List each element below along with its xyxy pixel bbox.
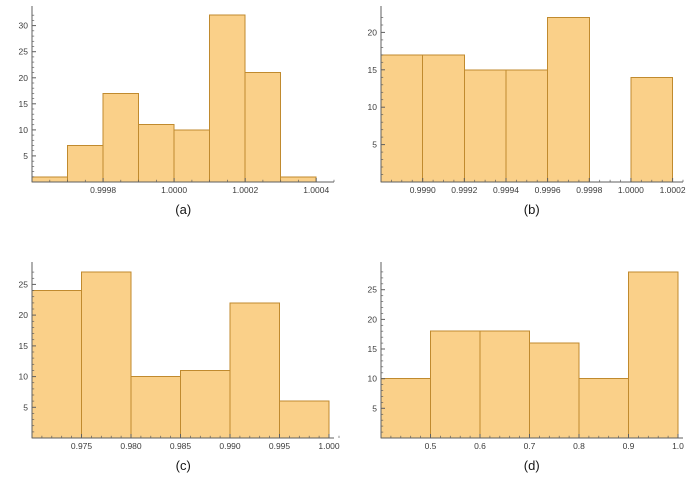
y-tick-label: 20	[19, 310, 29, 320]
histogram-bar	[130, 376, 182, 439]
x-tick-label: 0.9	[622, 441, 634, 451]
histogram-bar	[173, 129, 211, 183]
x-tick-label: 0.995	[269, 441, 291, 451]
histogram-bar	[279, 400, 330, 439]
x-tick-label: 0.9996	[534, 185, 560, 195]
x-tick-label: 0.8	[573, 441, 585, 451]
panel-c: 0.975 0.980 0.985 0.990 0.995 1.000 5 10 15 20 25 …	[2, 258, 347, 484]
histogram-b: 0.9990 0.9992 0.9994 0.9996 0.9998 1.0000 1.00…	[367, 6, 686, 195]
histogram-bar	[81, 271, 132, 439]
x-tick-label: 0.7	[523, 441, 535, 451]
histogram-d: 0.5 0.6 0.7 0.8 0.9 1.0 5 10 15 20 25	[367, 262, 684, 451]
histogram-bar	[209, 14, 246, 183]
x-tick-label: 1.0000	[161, 185, 187, 195]
histogram-bar	[229, 302, 281, 439]
x-tick-label: 0.975	[71, 441, 93, 451]
histogram-bar	[31, 290, 83, 439]
panel-d: 0.5 0.6 0.7 0.8 0.9 1.0 5 10 15 20 25 (d)	[351, 258, 696, 484]
histogram-bar	[463, 69, 507, 183]
histogram-a: 0.9998 1.0000 1.0002 1.0004 5 10 15 20 25 30	[19, 6, 335, 195]
y-tick-label: 25	[19, 279, 29, 289]
panel-a: 0.9998 1.0000 1.0002 1.0004 5 10 15 20 25 30 (a)	[2, 2, 347, 228]
histogram-bar	[102, 92, 140, 183]
caption-b: (b)	[523, 202, 540, 217]
y-tick-label: 5	[24, 402, 29, 412]
x-tick-label: 0.985	[170, 441, 192, 451]
histogram-bar	[421, 54, 465, 183]
y-tick-label: 25	[19, 47, 29, 57]
y-tick-label: 10	[367, 374, 377, 384]
x-tick-label: 0.980	[121, 441, 143, 451]
histogram-bar	[380, 54, 423, 183]
histogram-bar	[138, 124, 175, 183]
caption-a: (a)	[175, 202, 192, 217]
y-tick-label: 30	[19, 21, 29, 31]
caption-c: (c)	[175, 458, 191, 473]
y-tick-label: 10	[19, 125, 29, 135]
histogram-bar	[630, 76, 673, 183]
y-tick-label: 5	[24, 151, 29, 161]
y-tick-label: 5	[372, 403, 377, 413]
histogram-bar	[380, 378, 431, 439]
histogram-bar	[627, 271, 679, 439]
histogram-bar	[528, 342, 580, 439]
x-tick-label: 1.0	[672, 441, 684, 451]
x-tick-label: 1.000	[319, 441, 341, 451]
histogram-bar	[180, 369, 231, 439]
x-tick-label: 1.0004	[303, 185, 329, 195]
histogram-bar	[429, 330, 481, 439]
y-tick-label: 20	[19, 73, 29, 83]
x-tick-label: 0.9992	[451, 185, 477, 195]
x-tick-label: 1.0002	[659, 185, 685, 195]
x-tick-label: 0.9998	[90, 185, 116, 195]
y-tick-label: 10	[367, 102, 377, 112]
histogram-bar	[67, 145, 104, 183]
x-tick-label: 0.9998	[576, 185, 602, 195]
y-tick-label: 25	[367, 285, 377, 295]
histogram-bar	[578, 378, 629, 439]
y-tick-label: 20	[367, 27, 377, 37]
x-tick-label: 1.0002	[232, 185, 258, 195]
x-tick-label: 0.990	[220, 441, 242, 451]
x-tick-label: 1.0000	[618, 185, 644, 195]
panel-b: 0.9990 0.9992 0.9994 0.9996 0.9998 1.0000 1.00…	[351, 2, 696, 228]
x-tick-label: 0.5	[424, 441, 436, 451]
histogram-bar	[479, 330, 530, 439]
histogram-c: 0.975 0.980 0.985 0.990 0.995 1.000 5 10 15 20 25	[19, 262, 341, 451]
x-tick-label: 0.9990	[409, 185, 435, 195]
y-tick-label: 5	[372, 140, 377, 150]
histogram-bar	[244, 72, 282, 183]
x-tick-label: 0.9994	[493, 185, 519, 195]
y-tick-label: 15	[19, 99, 29, 109]
caption-d: (d)	[523, 458, 540, 473]
histogram-bar	[505, 69, 548, 183]
y-tick-label: 15	[367, 65, 377, 75]
y-tick-label: 10	[19, 372, 29, 382]
y-tick-label: 20	[367, 314, 377, 324]
y-tick-label: 15	[367, 344, 377, 354]
histogram-bar	[546, 17, 590, 183]
x-tick-label: 0.6	[474, 441, 486, 451]
y-tick-label: 15	[19, 341, 29, 351]
